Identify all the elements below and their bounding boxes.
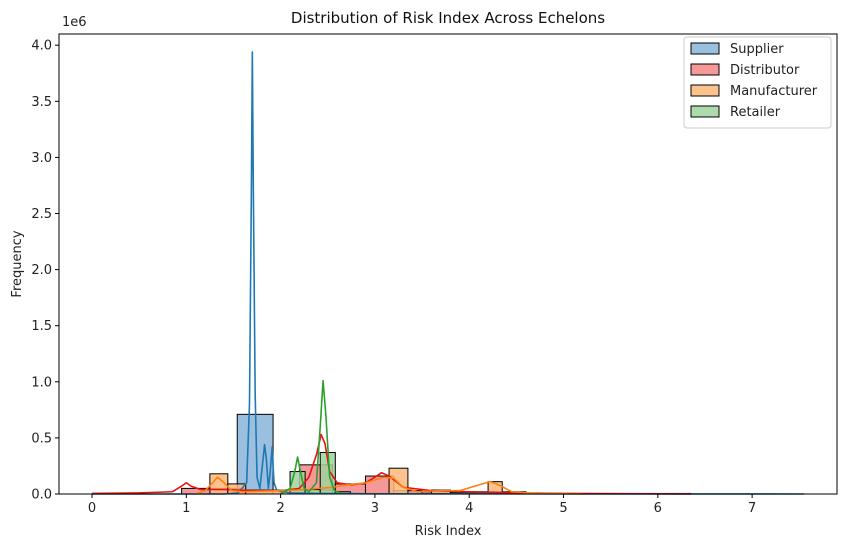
y-tick-label: 4.0 bbox=[31, 39, 52, 54]
y-tick-label: 2.5 bbox=[31, 207, 52, 222]
legend-swatch-manufacturer bbox=[690, 84, 720, 97]
x-tick-label: 5 bbox=[559, 501, 567, 516]
x-tick-label: 4 bbox=[465, 501, 473, 516]
retailer-kde-line bbox=[280, 379, 343, 495]
legend-label-distributor: Distributor bbox=[730, 63, 800, 78]
y-axis-label: Frequency bbox=[10, 230, 25, 297]
legend-box bbox=[683, 36, 832, 129]
y-tick-label: 3.0 bbox=[31, 151, 52, 166]
y-axis-ticks: 0.0 0.5 1.0 1.5 2.0 2.5 3.0 3.5 4.0 bbox=[31, 39, 59, 503]
x-tick-label: 7 bbox=[748, 501, 756, 516]
legend-swatch-supplier bbox=[690, 42, 720, 55]
x-tick-label: 6 bbox=[654, 501, 662, 516]
y-tick-label: 0.0 bbox=[31, 488, 52, 503]
y-tick-label: 3.5 bbox=[31, 95, 52, 110]
manufacturer-bar-3 bbox=[388, 467, 409, 495]
kde-curves bbox=[92, 51, 804, 495]
plot-frame bbox=[58, 33, 838, 495]
legend-label-retailer: Retailer bbox=[730, 105, 781, 120]
x-axis-ticks: 0 1 2 3 4 5 6 7 bbox=[88, 494, 756, 516]
legend-swatch-distributor bbox=[690, 63, 720, 76]
x-tick-label: 2 bbox=[276, 501, 284, 516]
x-tick-label: 3 bbox=[371, 501, 379, 516]
supplier-kde-line bbox=[92, 51, 804, 495]
plot-area bbox=[92, 51, 804, 495]
y-tick-label: 1.5 bbox=[31, 319, 52, 334]
y-tick-label: 1.0 bbox=[31, 375, 52, 390]
x-tick-label: 0 bbox=[88, 501, 96, 516]
manufacturer-kde-line bbox=[195, 476, 583, 495]
legend-label-manufacturer: Manufacturer bbox=[730, 84, 818, 99]
y-tick-label: 0.5 bbox=[31, 431, 52, 446]
chart-title: Distribution of Risk Index Across Echelo… bbox=[291, 9, 605, 27]
legend-label-supplier: Supplier bbox=[730, 42, 784, 57]
legend: Supplier Distributor Manufacturer Retailer bbox=[683, 36, 832, 129]
x-axis-label: Risk Index bbox=[415, 524, 482, 539]
y-tick-label: 2.0 bbox=[31, 263, 52, 278]
x-tick-label: 1 bbox=[182, 501, 190, 516]
y-offset-label: 1e6 bbox=[62, 15, 87, 30]
distributor-kde-line bbox=[92, 433, 691, 495]
legend-swatch-retailer bbox=[690, 105, 720, 118]
